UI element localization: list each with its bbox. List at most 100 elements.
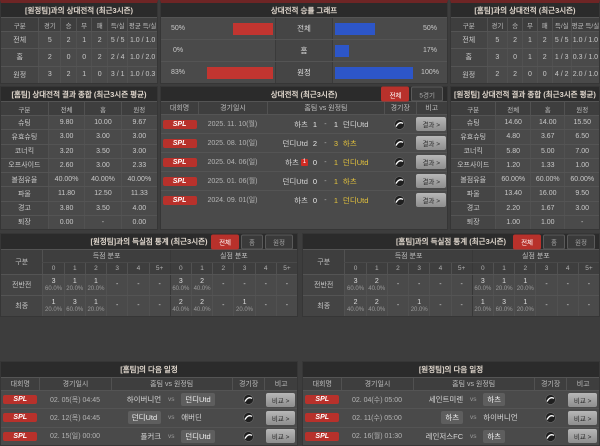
table-cell: 2.0 / 1.0 — [570, 66, 599, 83]
stadium-icon[interactable] — [394, 156, 405, 168]
tab-away[interactable]: 원정 — [265, 234, 293, 249]
dist-cell: 3 60.0% — [169, 275, 191, 295]
table-cell: 원정 — [1, 66, 39, 83]
dist-cell: - — [127, 275, 148, 295]
table-cell: 3.00 — [84, 158, 120, 172]
result-button[interactable]: 결과 > — [416, 155, 446, 169]
table-row: 볼점유율 60.00% 60.00% 60.00% — [451, 172, 599, 187]
tab-home[interactable]: 홈 — [241, 234, 264, 249]
away-team-name: 애버딘 — [181, 413, 202, 423]
bin-header: 3 — [106, 263, 127, 274]
tab-away[interactable]: 원정 — [567, 234, 595, 249]
league-cell: SPL — [1, 409, 39, 426]
panel-title-bar: 상대전적 승률 그래프 — [161, 3, 447, 17]
goal-count: 1 — [94, 298, 98, 306]
schedule-table-body: SPL 02. 04(수) 05:00 세인트미렌 vs 하츠 비교 > SPL… — [303, 390, 599, 445]
stadium-icon[interactable] — [544, 431, 556, 442]
goal-count: - — [158, 301, 161, 309]
table-cell: 2 — [91, 32, 107, 49]
table-cell: 5 / 5 — [107, 32, 127, 49]
stadium-icon[interactable] — [242, 431, 254, 442]
table-cell: 1.0 / 1.0 — [127, 32, 157, 49]
goal-count: 1 — [523, 277, 528, 285]
head-to-head-list-panel: 상대전적 (최근3시즌) 전체 5경기 대회명 경기일시 홈팀 vs 원정팀 경… — [160, 86, 448, 230]
table-cell: 4.80 — [495, 130, 530, 144]
awayteam-stats-panel: [원정팀] 상대전적 결과 종합 (최근3시즌 평균) 구분 전체 홈 원정 슈팅 14… — [450, 86, 600, 230]
stadium-icon[interactable] — [394, 175, 405, 187]
match-date: 02. 16(월) 01:30 — [351, 433, 402, 441]
dist-row: 최종 2 40.0% 2 40.0% -1 20.0% - -1 20.0% 3 60.0% 1 20.… — [303, 295, 599, 316]
compare-button[interactable]: 비교 > — [567, 429, 598, 444]
table-cell: 0 — [522, 66, 537, 83]
goal-count: 3 — [353, 277, 358, 285]
compare-button[interactable]: 비교 > — [567, 392, 598, 407]
column-header: 홈팀 vs 원정팀 — [412, 378, 534, 390]
dist-cell: - — [275, 275, 297, 295]
record-table-body: 전체 5 2 1 2 5 / 5 1.0 / 1.0 홈 3 0 1 2 1 / 3 0.3 / 1.0 원… — [451, 31, 599, 83]
table-cell: 파울 — [451, 187, 496, 201]
dist-cell: - — [148, 296, 170, 316]
dist-cell: - — [212, 296, 233, 316]
stadium-icon[interactable] — [242, 394, 254, 405]
panel-title: [원정팀] 상대전적 결과 종합 (최근3시즌 평균) — [454, 89, 596, 99]
compare-button[interactable]: 비교 > — [265, 429, 296, 444]
goal-pct: 40.0% — [193, 285, 211, 292]
panel-title: 상대전적 승률 그래프 — [270, 5, 338, 15]
stadium-icon[interactable] — [544, 412, 556, 424]
table-cell: 볼점유율 — [451, 173, 496, 187]
goal-count: - — [396, 280, 400, 288]
result-button[interactable]: 결과 > — [416, 136, 446, 150]
goal-pct: 20.0% — [87, 306, 105, 313]
stadium-icon[interactable] — [242, 412, 254, 424]
goal-count: 3 — [72, 298, 77, 306]
result-button[interactable]: 결과 > — [416, 193, 446, 207]
table-cell: - — [564, 215, 598, 229]
dist-cell: - — [556, 275, 578, 295]
h2h-row: SPL 2025. 01. 06(월) 던디Utd 0 - 1 하츠 결과 > — [161, 171, 447, 190]
table-row: 유효슈팅 3.00 3.00 3.00 — [1, 129, 157, 144]
record-vs-awayteam-panel: [원정팀]과의 상대전적 (최근3시즌) 구분 경기 승 무 패 득/실 평균 득/실 전체… — [0, 0, 158, 84]
compare-button[interactable]: 비교 > — [567, 410, 598, 425]
home-side: 하이버니언 — [111, 394, 162, 405]
bin-header: 3 — [535, 263, 556, 274]
bin-header: 0 — [169, 263, 191, 274]
compare-button[interactable]: 비교 > — [265, 410, 296, 425]
win-bar-left-zone — [195, 40, 275, 61]
home-team-name: 레인저스FC — [425, 431, 464, 441]
goal-count: 3 — [480, 277, 485, 285]
home-team-name: 하츠 — [285, 157, 299, 167]
tab-all[interactable]: 전체 — [513, 234, 542, 249]
table-cell: 2.60 — [47, 158, 85, 172]
tab-all[interactable]: 전체 — [211, 234, 240, 249]
league-badge: SPL — [305, 395, 340, 405]
compare-button[interactable]: 비교 > — [265, 392, 296, 407]
group-header-concede: 실점 분포 — [169, 250, 297, 262]
result-button[interactable]: 결과 > — [416, 174, 446, 188]
column-header: 홈 — [84, 102, 121, 115]
stadium-icon[interactable] — [394, 137, 405, 149]
table-cell: 2 — [60, 66, 76, 83]
column-header: 경기장 — [384, 102, 415, 114]
goal-count: - — [587, 301, 591, 309]
table-cell: 2 — [507, 66, 522, 83]
panel-title: [원정팀]과의 득실점 통계 (최근3시즌) — [90, 237, 208, 246]
tab-all[interactable]: 전체 — [381, 86, 410, 102]
goal-pct: 20.0% — [45, 306, 63, 313]
table-cell: 40.00% — [84, 173, 120, 187]
panel-title-bar: [홈팀]과의 상대전적 (최근3시즌) — [451, 3, 599, 17]
dist-header: 구분 득점 분포 실점 분포 0 1 2 3 4 5+ 0 1 2 3 4 5+ — [1, 249, 297, 274]
goal-count: - — [116, 301, 119, 309]
schedule-row: SPL 02. 11(수) 05:00 하츠 vs 하이버니언 비교 > — [303, 408, 599, 426]
table-cell: 9.50 — [564, 187, 598, 201]
tab-5games[interactable]: 5경기 — [411, 86, 443, 102]
stadium-icon[interactable] — [394, 194, 405, 206]
stadium-icon[interactable] — [544, 394, 556, 405]
tab-home[interactable]: 홈 — [543, 234, 566, 249]
goal-count: - — [566, 280, 569, 288]
stadium-icon[interactable] — [394, 118, 405, 130]
result-button[interactable]: 결과 > — [416, 117, 446, 131]
match-cell: 던디Utd 2 - 3 하츠 — [267, 134, 384, 152]
table-cell: 2 — [38, 49, 60, 66]
venue-cell — [384, 153, 415, 171]
match-date: 02. 04(수) 05:00 — [351, 396, 402, 404]
